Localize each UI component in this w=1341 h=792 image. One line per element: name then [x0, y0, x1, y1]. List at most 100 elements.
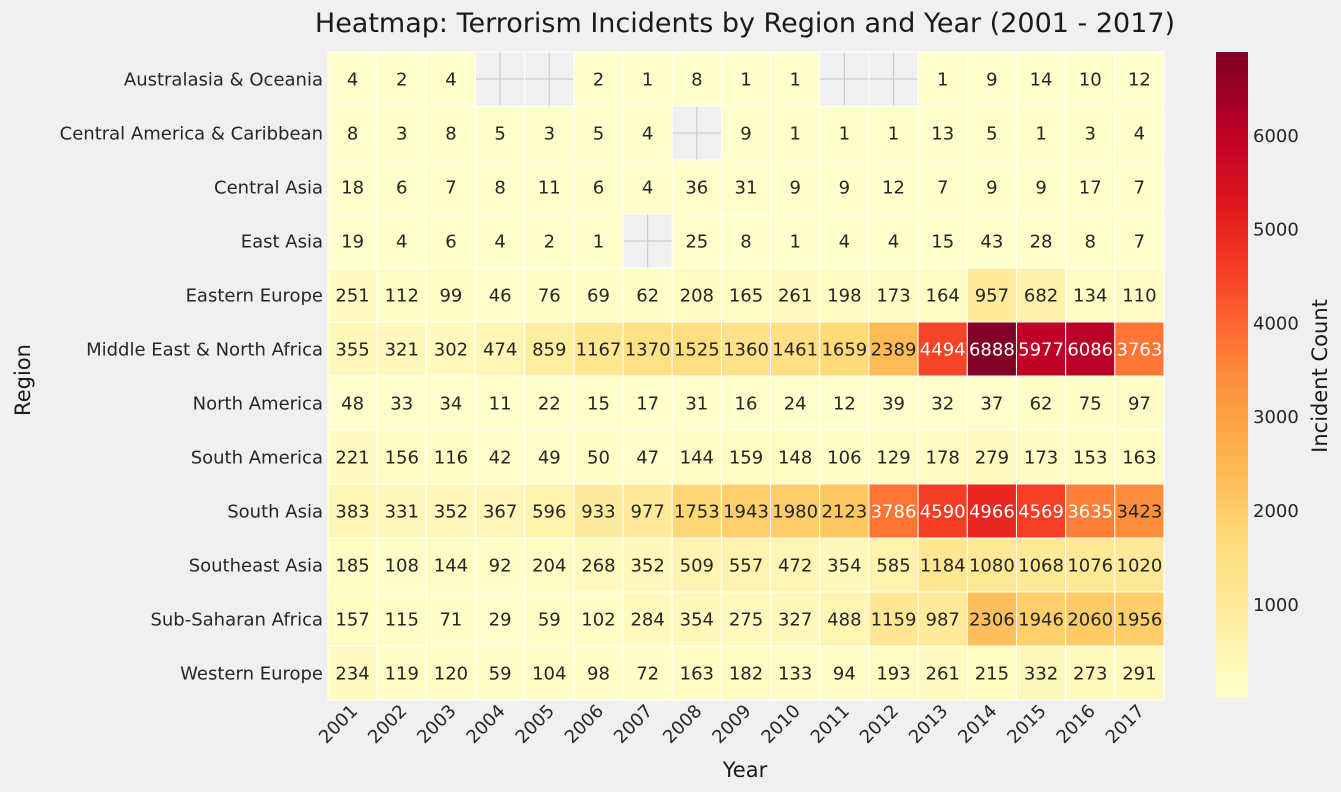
y-tick-label: North America	[193, 394, 323, 415]
heatmap-cell	[1015, 159, 1067, 215]
heatmap-cell	[524, 267, 575, 323]
cell-value-label: 367	[483, 502, 517, 523]
cell-value-label: 156	[385, 448, 419, 469]
cell-value-label: 331	[385, 502, 419, 523]
cell-value-label: 4	[839, 232, 850, 253]
cell-value-label: 4	[1134, 124, 1145, 145]
heatmap-cell	[1114, 213, 1165, 269]
cell-value-label: 115	[385, 610, 419, 631]
heatmap-cell	[573, 105, 624, 161]
heatmap-cell	[868, 213, 919, 269]
cell-value-label: 5	[494, 124, 505, 145]
cell-value-label: 173	[1024, 448, 1058, 469]
heatmap-cell	[475, 591, 526, 647]
heatmap-cell	[966, 375, 1017, 431]
heatmap-cell	[376, 429, 427, 485]
cell-value-label: 5	[593, 124, 604, 145]
heatmap-cell	[425, 483, 477, 539]
cell-value-label: 957	[975, 286, 1009, 307]
cell-value-label: 33	[390, 394, 413, 415]
cell-value-label: 134	[1073, 286, 1107, 307]
cell-value-label: 16	[735, 394, 758, 415]
heatmap-cell	[819, 375, 870, 431]
cell-value-label: 49	[538, 448, 561, 469]
heatmap-cell	[770, 321, 821, 377]
heatmap-cell	[425, 51, 477, 107]
heatmap-cell	[573, 537, 624, 593]
heatmap-cell	[425, 429, 477, 485]
cell-value-label: 1980	[772, 502, 818, 523]
heatmap-cell	[1015, 213, 1067, 269]
heatmap-cell	[1065, 213, 1116, 269]
cell-value-label: 11	[489, 394, 512, 415]
cell-value-label: 204	[532, 556, 566, 577]
cell-value-label: 4494	[920, 340, 966, 361]
cell-value-label: 332	[1024, 664, 1058, 685]
cell-value-label: 933	[581, 502, 615, 523]
cell-value-label: 12	[882, 178, 905, 199]
heatmap-cell	[425, 159, 477, 215]
cell-value-label: 4	[347, 70, 358, 91]
cell-value-label: 1	[839, 124, 850, 145]
heatmap-cell	[671, 483, 722, 539]
cell-value-label: 4	[888, 232, 899, 253]
heatmap-cell	[327, 645, 378, 701]
cell-value-label: 284	[630, 610, 664, 631]
heatmap-cell	[622, 375, 673, 431]
heatmap-cell	[1015, 645, 1067, 701]
cell-value-label: 2	[593, 70, 604, 91]
heatmap-cell	[917, 375, 968, 431]
heatmap-cell	[622, 321, 673, 377]
cell-value-label: 234	[335, 664, 369, 685]
cell-value-label: 4590	[920, 502, 966, 523]
heatmap-cell	[524, 645, 575, 701]
heatmap-cell	[1114, 537, 1165, 593]
heatmap-cell	[720, 483, 772, 539]
cell-value-label: 75	[1079, 394, 1102, 415]
heatmap-cell	[917, 213, 968, 269]
heatmap-cell	[917, 267, 968, 323]
heatmap-cell	[671, 645, 722, 701]
heatmap-cell	[327, 375, 378, 431]
cell-value-label: 1659	[821, 340, 867, 361]
y-tick-label: Australasia & Oceania	[124, 70, 323, 91]
cell-value-label: 163	[1122, 448, 1156, 469]
cell-value-label: 557	[729, 556, 763, 577]
heatmap-cell	[720, 429, 772, 485]
heatmap-cell	[770, 591, 821, 647]
cell-value-label: 1167	[576, 340, 622, 361]
cell-value-label: 1	[789, 70, 800, 91]
heatmap-cell	[868, 537, 919, 593]
cell-value-label: 62	[636, 286, 659, 307]
cell-value-label: 1	[789, 124, 800, 145]
y-tick-label: Middle East & North Africa	[86, 340, 323, 361]
cell-value-label: 1956	[1117, 610, 1163, 631]
cell-value-label: 62	[1030, 394, 1053, 415]
heatmap-cell	[770, 645, 821, 701]
cell-value-label: 110	[1122, 286, 1156, 307]
heatmap-cell	[622, 483, 673, 539]
cell-value-label: 94	[833, 664, 856, 685]
cell-value-label: 1	[1035, 124, 1046, 145]
heatmap-cell	[720, 267, 772, 323]
cell-value-label: 13	[931, 124, 954, 145]
cell-value-label: 859	[532, 340, 566, 361]
heatmap-cell	[917, 645, 968, 701]
cell-value-label: 129	[876, 448, 910, 469]
cell-value-label: 182	[729, 664, 763, 685]
heatmap-cell	[1015, 51, 1067, 107]
heatmap-cell	[376, 267, 427, 323]
cell-value-label: 46	[489, 286, 512, 307]
cell-value-label: 9	[740, 124, 751, 145]
heatmap-cell	[917, 483, 968, 539]
cell-value-label: 1753	[674, 502, 720, 523]
cell-value-label: 24	[784, 394, 807, 415]
heatmap-cell	[720, 51, 772, 107]
heatmap-cell	[327, 591, 378, 647]
heatmap-cell	[917, 429, 968, 485]
cell-value-label: 1	[789, 232, 800, 253]
heatmap-cell	[1015, 537, 1067, 593]
heatmap-cell	[425, 213, 477, 269]
cell-value-label: 1020	[1117, 556, 1163, 577]
heatmap-cell	[573, 159, 624, 215]
